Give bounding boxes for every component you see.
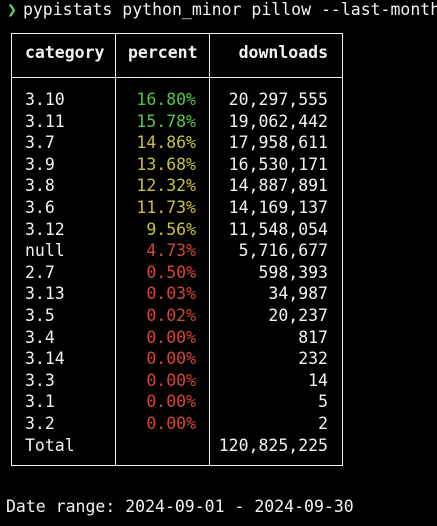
cell-percent: 0.50% (146, 262, 196, 282)
cell-category: 3.3 (25, 370, 55, 390)
table-row: 3.11 15.78% 19,062,442 (12, 111, 342, 133)
cell-category: 3.13 (25, 284, 65, 304)
header-percent: percent (128, 43, 198, 62)
command-text: pypistats python_minor pillow --last-mon… (22, 0, 437, 19)
cell-percent: 0.00% (146, 370, 196, 390)
header-divider (12, 77, 342, 78)
date-range: Date range: 2024-09-01 - 2024-09-30 (6, 497, 354, 516)
cell-category: 3.2 (25, 413, 55, 433)
table-row: 3.2 0.00% 2 (12, 413, 342, 435)
cell-downloads: 14,169,137 (228, 197, 328, 217)
cell-percent: 0.03% (146, 284, 196, 304)
cell-downloads: 598,393 (258, 262, 328, 282)
column-divider (115, 34, 116, 465)
table-row: 3.12 9.56% 11,548,054 (12, 219, 342, 241)
command-line: ❯ pypistats python_minor pillow --last-mo… (7, 0, 437, 20)
cell-category: 3.7 (25, 133, 55, 153)
cell-percent: 0.00% (146, 349, 196, 369)
table-row: null 4.73% 5,716,677 (12, 240, 342, 262)
cell-percent: 14.86% (136, 133, 196, 153)
table-row: 3.4 0.00% 817 (12, 327, 342, 349)
table-row: 2.7 0.50% 598,393 (12, 262, 342, 284)
table-row: 3.5 0.02% 20,237 (12, 305, 342, 327)
cell-category: 3.11 (25, 111, 65, 131)
cell-downloads: 20,297,555 (228, 90, 328, 109)
cell-percent: 13.68% (136, 154, 196, 174)
cell-downloads: 232 (298, 349, 328, 369)
cell-percent: 16.80% (136, 90, 196, 109)
cell-category: 3.10 (25, 90, 65, 109)
cell-percent: 0.00% (146, 413, 196, 433)
table-row: 3.6 11.73% 14,169,137 (12, 197, 342, 219)
table-row: 3.7 14.86% 17,958,611 (12, 132, 342, 154)
cell-downloads: 19,062,442 (228, 111, 328, 131)
cell-category: 3.1 (25, 392, 55, 412)
cell-downloads: 17,958,611 (228, 133, 328, 153)
cell-category: 3.5 (25, 305, 55, 325)
cell-downloads: 2 (318, 413, 328, 433)
cell-total-label: Total (25, 435, 75, 455)
cell-category: 3.4 (25, 327, 55, 347)
header-category: category (25, 43, 105, 62)
cell-category: 3.14 (25, 349, 65, 369)
cell-percent: 11.73% (136, 197, 196, 217)
cell-category: null (25, 241, 65, 261)
cell-percent: 0.00% (146, 392, 196, 412)
cell-total-downloads: 120,825,225 (218, 435, 328, 455)
cell-downloads: 14,887,891 (228, 176, 328, 196)
cell-category: 3.6 (25, 197, 55, 217)
cell-percent: 0.02% (146, 305, 196, 325)
table-row: 3.13 0.03% 34,987 (12, 283, 342, 305)
table-row: 3.3 0.00% 14 (12, 370, 342, 392)
cell-downloads: 16,530,171 (228, 154, 328, 174)
cell-percent: 0.00% (146, 327, 196, 347)
table-row-total: Total 120,825,225 (12, 435, 342, 457)
cell-category: 2.7 (25, 262, 55, 282)
cell-downloads: 5,716,677 (238, 241, 328, 261)
table-body: 3.10 16.80% 20,297,555 3.11 15.78% 19,062,442… (12, 89, 342, 456)
cell-downloads: 34,987 (268, 284, 328, 304)
cell-percent: 15.78% (136, 111, 196, 131)
cell-downloads: 817 (298, 327, 328, 347)
cell-category: 3.8 (25, 176, 55, 196)
cell-percent: 12.32% (136, 176, 196, 196)
cell-downloads: 20,237 (268, 305, 328, 325)
table-row: 3.10 16.80% 20,297,555 (12, 89, 342, 111)
table-row: 3.14 0.00% 232 (12, 348, 342, 370)
cell-category: 3.12 (25, 219, 65, 239)
table-row: 3.8 12.32% 14,887,891 (12, 175, 342, 197)
cell-downloads: 5 (318, 392, 328, 412)
cell-percent: 9.56% (146, 219, 196, 239)
cell-downloads: 14 (308, 370, 328, 390)
column-divider (209, 34, 210, 465)
prompt-chevron-icon: ❯ (7, 0, 17, 19)
cell-downloads: 11,548,054 (228, 219, 328, 239)
cell-category: 3.9 (25, 154, 55, 174)
header-downloads: downloads (238, 43, 328, 62)
downloads-table: category percent downloads 3.10 16.80% 20,… (11, 33, 343, 466)
table-row: 3.9 13.68% 16,530,171 (12, 154, 342, 176)
table-row: 3.1 0.00% 5 (12, 391, 342, 413)
cell-percent: 4.73% (146, 241, 196, 261)
